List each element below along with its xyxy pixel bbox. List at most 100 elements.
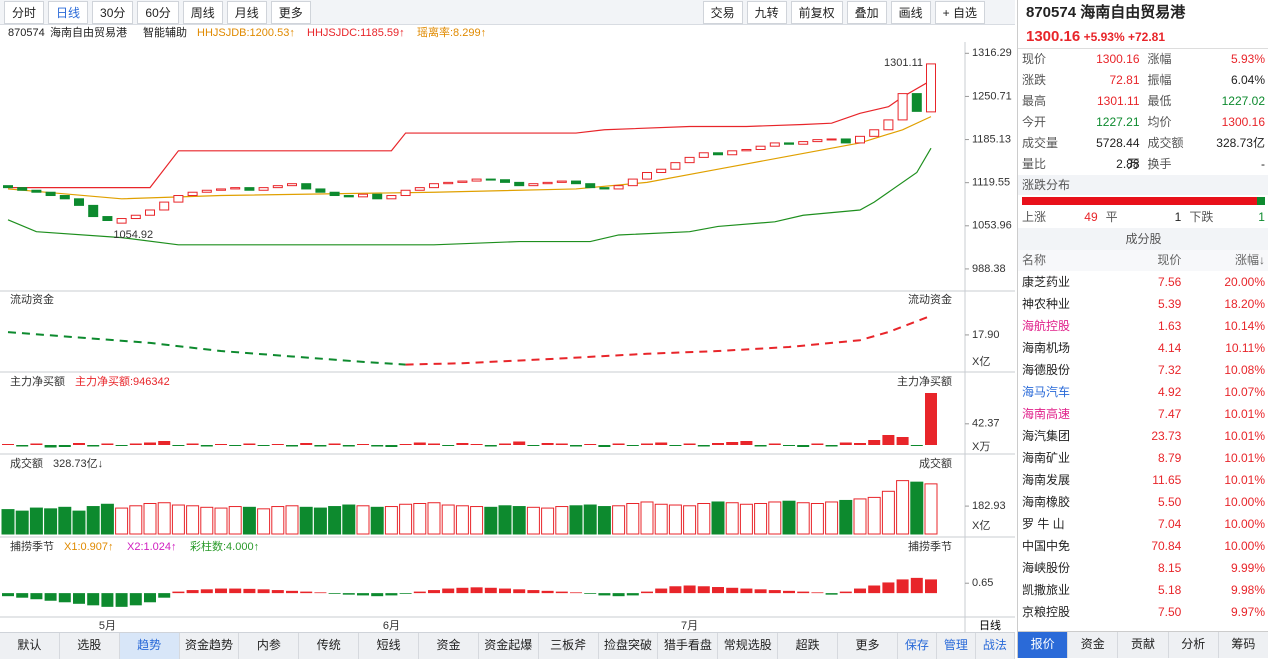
tool-button[interactable]: 前复权 [790, 0, 843, 24]
stock-price: 4.14 [1157, 341, 1182, 355]
flow-line [405, 314, 932, 366]
tool-button[interactable]: 叠加 [846, 0, 887, 24]
strategy-tab[interactable]: 超跌 [778, 633, 839, 659]
strategy-tab[interactable]: 默认 [0, 633, 60, 659]
strategy-tab[interactable]: 短线 [359, 633, 420, 659]
strategy-tab[interactable]: 资金趋势 [180, 633, 240, 659]
bar [129, 443, 142, 445]
quote-table: 现价 1300.16 涨幅 5.93% 涨跌 72.81 振幅 6.04% 最高 1301.11 最… [1018, 48, 1268, 175]
cons-row[interactable]: 海南发展 11.65 10.01% [1018, 469, 1268, 491]
cons-row[interactable]: 海南机场 4.14 10.11% [1018, 337, 1268, 359]
strategy-tab[interactable]: 三板斧 [539, 633, 599, 659]
side-tab[interactable]: 筹码 [1219, 632, 1268, 658]
action-tab[interactable]: 保存 [898, 633, 937, 659]
stock-price: 1.63 [1157, 319, 1182, 333]
tool-button[interactable]: 画线 [890, 0, 931, 24]
bar [712, 443, 724, 445]
bar [385, 445, 398, 447]
period-button[interactable]: 周线 [182, 0, 223, 24]
bar [513, 589, 526, 594]
candle-body [926, 63, 936, 113]
stock-price: 7.32 [1157, 363, 1182, 377]
bar [101, 593, 114, 607]
candle-body [627, 178, 638, 187]
cons-row[interactable]: 康芝药业 7.56 20.00% [1018, 271, 1268, 293]
cons-row[interactable]: 海德股份 7.32 10.08% [1018, 359, 1268, 381]
period-button[interactable]: 月线 [226, 0, 267, 24]
panel-label: 328.73亿↓ [53, 457, 103, 470]
period-button[interactable]: 日线 [48, 0, 89, 24]
cons-row[interactable]: 海南高速 7.47 10.01% [1018, 403, 1268, 425]
period-button[interactable]: 60分 [137, 0, 179, 24]
cons-row[interactable]: 海南矿业 8.79 10.01% [1018, 447, 1268, 469]
dist-bar [1022, 197, 1265, 205]
candle-body [769, 142, 780, 147]
stock-pct: 9.99% [1230, 561, 1266, 575]
candle-body [670, 162, 681, 170]
strategy-tab[interactable]: 资金 [419, 633, 479, 659]
cons-row[interactable]: 海航控股 1.63 10.14% [1018, 315, 1268, 337]
side-tab[interactable]: 分析 [1169, 632, 1219, 658]
period-button[interactable]: 30分 [92, 0, 134, 24]
candle-body [840, 138, 851, 144]
cons-row[interactable]: 凯撒旅业 5.18 9.98% [1018, 579, 1268, 601]
stock-price: 7.47 [1157, 407, 1182, 421]
cons-row[interactable]: 神农种业 5.39 18.20% [1018, 293, 1268, 315]
strategy-tab[interactable]: 资金起爆 [479, 633, 539, 659]
bar [200, 445, 213, 447]
cons-row[interactable]: 海马汽车 4.92 10.07% [1018, 381, 1268, 403]
cons-row[interactable]: 海南橡胶 5.50 10.00% [1018, 491, 1268, 513]
stock-pct: 18.20% [1224, 297, 1266, 311]
bar [456, 587, 469, 594]
strategy-tab[interactable]: 猎手看盘 [658, 633, 719, 659]
strategy-tab[interactable]: 常规选股 [718, 633, 779, 659]
stock-name: 海南矿业 [1022, 451, 1071, 465]
side-tab[interactable]: 贡献 [1118, 632, 1169, 658]
volume-bar [15, 510, 29, 535]
strategy-tab[interactable]: 内参 [239, 633, 300, 659]
side-tab[interactable]: 资金 [1068, 632, 1119, 658]
cons-row[interactable]: 罗 牛 山 7.04 10.00% [1018, 513, 1268, 535]
bar [456, 443, 469, 445]
tool-button[interactable]: 九转 [746, 0, 787, 24]
stock-price: 70.84 [1151, 539, 1182, 553]
quote-row: 量比 2.88 换手 - [1018, 154, 1268, 175]
stock-pct: 10.00% [1224, 495, 1266, 509]
cons-head-cell: 名称 [1022, 253, 1047, 267]
panel-title-right: 流动资金 [908, 292, 952, 306]
stock-price: 5.18 [1157, 583, 1182, 597]
bar [44, 445, 57, 448]
volume-bar [910, 481, 924, 535]
period-button[interactable]: 分时 [4, 0, 45, 24]
tool-button[interactable]: + 自选 [934, 0, 985, 24]
indicator: X1:0.907↑ [64, 541, 114, 553]
tool-button[interactable]: 交易 [702, 0, 743, 24]
cons-row[interactable]: 中国中免 70.84 10.00% [1018, 535, 1268, 557]
cons-row[interactable]: 海汽集团 23.73 10.01% [1018, 425, 1268, 447]
volume-bar [285, 505, 299, 535]
quote-value: 1227.21 [1096, 115, 1140, 129]
bar [87, 445, 100, 447]
bar [712, 587, 724, 594]
stock-name: 海马汽车 [1022, 385, 1071, 399]
action-tab[interactable]: 战法 [976, 633, 1015, 659]
strategy-tab[interactable]: 传统 [299, 633, 360, 659]
quote-label: 成交额 [1147, 136, 1184, 150]
action-tab[interactable]: 管理 [937, 633, 976, 659]
strategy-tab[interactable]: 捡盘突破 [599, 633, 659, 659]
stock-price: 5.50 [1157, 495, 1182, 509]
stock-pct: 10.01% [1224, 407, 1266, 421]
candle-body [258, 187, 269, 191]
bar [399, 593, 412, 594]
strategy-tab[interactable]: 选股 [60, 633, 120, 659]
bar [584, 444, 597, 445]
candle-body [684, 156, 695, 164]
period-button[interactable]: 更多 [270, 0, 311, 24]
strategy-tab[interactable]: 更多 [838, 633, 898, 659]
bar [16, 445, 29, 447]
strategy-tab[interactable]: 趋势 [119, 633, 180, 659]
side-tab[interactable]: 报价 [1018, 632, 1069, 658]
cons-row[interactable]: 京粮控股 7.50 9.97% [1018, 601, 1268, 623]
candle-body [911, 93, 922, 112]
cons-row[interactable]: 海峡股份 8.15 9.99% [1018, 557, 1268, 579]
